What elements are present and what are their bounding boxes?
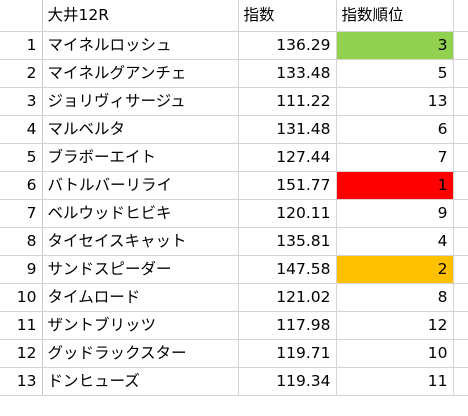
index-value-cell[interactable]: 119.34 — [238, 367, 337, 396]
rank-cell[interactable]: 13 — [336, 87, 454, 116]
header-row: 大井12R 指数 指数順位 — [0, 0, 468, 32]
row-number-cell[interactable]: 10 — [0, 283, 43, 312]
empty-cell[interactable] — [453, 31, 468, 60]
horse-name-cell[interactable]: ドンヒューズ — [42, 367, 239, 396]
empty-cell[interactable] — [453, 311, 468, 340]
table-row: 6 バトルバーリライ 151.77 1 — [0, 171, 468, 200]
empty-cell[interactable] — [453, 227, 468, 256]
horse-name-cell[interactable]: タイムロード — [42, 283, 239, 312]
empty-cell[interactable] — [453, 171, 468, 200]
corner-cell[interactable] — [0, 0, 43, 32]
index-value-cell[interactable]: 147.58 — [238, 255, 337, 284]
header-race-cell[interactable]: 大井12R — [42, 0, 239, 32]
row-number-cell[interactable]: 1 — [0, 31, 43, 60]
index-value-cell[interactable]: 120.11 — [238, 199, 337, 228]
table-row: 3 ジョリヴィサージュ 111.22 13 — [0, 87, 468, 116]
table-row: 7 ベルウッドヒビキ 120.11 9 — [0, 199, 468, 228]
table-row: 11 ザントブリッツ 117.98 12 — [0, 311, 468, 340]
row-number-cell[interactable]: 12 — [0, 339, 43, 368]
rank-cell[interactable]: 7 — [336, 143, 454, 172]
horse-name-cell[interactable]: グッドラックスター — [42, 339, 239, 368]
horse-name-cell[interactable]: ベルウッドヒビキ — [42, 199, 239, 228]
horse-name-cell[interactable]: バトルバーリライ — [42, 171, 239, 200]
row-number-cell[interactable]: 9 — [0, 255, 43, 284]
index-value-cell[interactable]: 117.98 — [238, 311, 337, 340]
table-row: 12 グッドラックスター 119.71 10 — [0, 339, 468, 368]
table-row: 2 マイネルグアンチェ 133.48 5 — [0, 59, 468, 88]
row-number-cell[interactable]: 8 — [0, 227, 43, 256]
row-number-cell[interactable]: 6 — [0, 171, 43, 200]
empty-cell[interactable] — [453, 255, 468, 284]
horse-name-cell[interactable]: ジョリヴィサージュ — [42, 87, 239, 116]
header-index-cell[interactable]: 指数 — [238, 0, 337, 32]
index-value-cell[interactable]: 127.44 — [238, 143, 337, 172]
rank-cell[interactable]: 2 — [336, 255, 454, 284]
table-row: 4 マルベルタ 131.48 6 — [0, 115, 468, 144]
horse-name-cell[interactable]: マイネルロッシュ — [42, 31, 239, 60]
empty-cell[interactable] — [453, 199, 468, 228]
index-value-cell[interactable]: 135.81 — [238, 227, 337, 256]
index-value-cell[interactable]: 131.48 — [238, 115, 337, 144]
table-row: 8 タイセイスキャット 135.81 4 — [0, 227, 468, 256]
table-row: 5 ブラボーエイト 127.44 7 — [0, 143, 468, 172]
empty-cell[interactable] — [453, 283, 468, 312]
empty-cell[interactable] — [453, 59, 468, 88]
index-value-cell[interactable]: 136.29 — [238, 31, 337, 60]
horse-name-cell[interactable]: マルベルタ — [42, 115, 239, 144]
index-value-cell[interactable]: 119.71 — [238, 339, 337, 368]
empty-cell[interactable] — [453, 367, 468, 396]
rank-cell[interactable]: 11 — [336, 367, 454, 396]
rank-cell[interactable]: 9 — [336, 199, 454, 228]
table-row: 13 ドンヒューズ 119.34 11 — [0, 367, 468, 396]
empty-cell[interactable] — [453, 143, 468, 172]
row-number-cell[interactable]: 4 — [0, 115, 43, 144]
empty-cell[interactable] — [453, 0, 468, 32]
row-number-cell[interactable]: 2 — [0, 59, 43, 88]
row-number-cell[interactable]: 13 — [0, 367, 43, 396]
rank-cell[interactable]: 1 — [336, 171, 454, 200]
empty-cell[interactable] — [453, 339, 468, 368]
horse-name-cell[interactable]: ザントブリッツ — [42, 311, 239, 340]
rank-cell[interactable]: 6 — [336, 115, 454, 144]
row-number-cell[interactable]: 5 — [0, 143, 43, 172]
data-grid: 大井12R 指数 指数順位 1 マイネルロッシュ 136.29 3 2 マイネルグアンチェ… — [0, 0, 468, 396]
horse-name-cell[interactable]: ブラボーエイト — [42, 143, 239, 172]
index-value-cell[interactable]: 151.77 — [238, 171, 337, 200]
rank-cell[interactable]: 12 — [336, 311, 454, 340]
rank-cell[interactable]: 5 — [336, 59, 454, 88]
rank-cell[interactable]: 10 — [336, 339, 454, 368]
row-number-cell[interactable]: 3 — [0, 87, 43, 116]
table-row: 1 マイネルロッシュ 136.29 3 — [0, 31, 468, 60]
table-row: 9 サンドスピーダー 147.58 2 — [0, 255, 468, 284]
rank-cell[interactable]: 4 — [336, 227, 454, 256]
empty-cell[interactable] — [453, 87, 468, 116]
empty-cell[interactable] — [453, 115, 468, 144]
index-value-cell[interactable]: 133.48 — [238, 59, 337, 88]
horse-name-cell[interactable]: マイネルグアンチェ — [42, 59, 239, 88]
grid-body: 大井12R 指数 指数順位 1 マイネルロッシュ 136.29 3 2 マイネルグアンチェ… — [0, 0, 468, 396]
horse-name-cell[interactable]: タイセイスキャット — [42, 227, 239, 256]
header-rank-cell[interactable]: 指数順位 — [336, 0, 454, 32]
table-row: 10 タイムロード 121.02 8 — [0, 283, 468, 312]
index-value-cell[interactable]: 111.22 — [238, 87, 337, 116]
horse-name-cell[interactable]: サンドスピーダー — [42, 255, 239, 284]
index-value-cell[interactable]: 121.02 — [238, 283, 337, 312]
row-number-cell[interactable]: 7 — [0, 199, 43, 228]
rank-cell[interactable]: 8 — [336, 283, 454, 312]
row-number-cell[interactable]: 11 — [0, 311, 43, 340]
rank-cell[interactable]: 3 — [336, 31, 454, 60]
